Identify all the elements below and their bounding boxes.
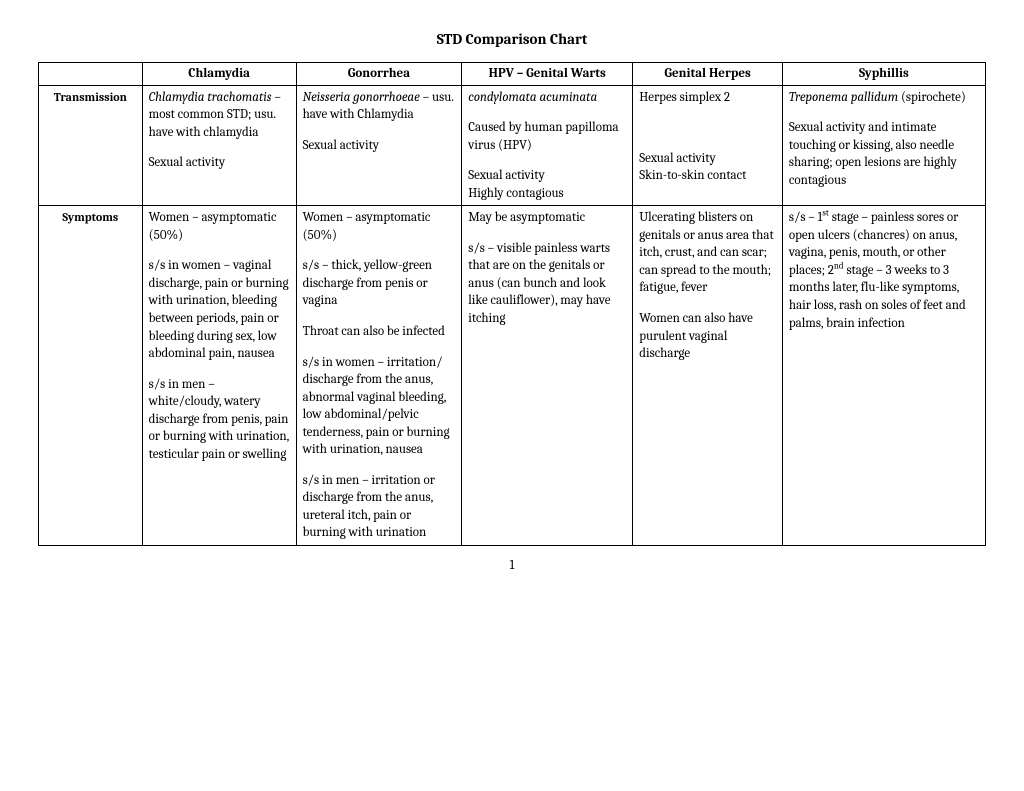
- cell-content: Chlamydia trachomatis – most common STD;…: [149, 89, 290, 172]
- page-number: 1: [38, 558, 986, 573]
- table-row: Transmission Chlamydia trachomatis – mos…: [39, 85, 986, 206]
- col-header: Gonorrhea: [296, 63, 462, 86]
- table-cell: Neisseria gonorrhoeae – usu. have with C…: [296, 85, 462, 206]
- table-cell: Women – asymptomatic (50%)s/s – thick, y…: [296, 206, 462, 546]
- table-cell: Ulcerating blisters on genitals or anus …: [633, 206, 783, 546]
- cell-content: Women – asymptomatic (50%)s/s – thick, y…: [303, 209, 456, 542]
- table-cell: Treponema pallidum (spirochete)Sexual ac…: [782, 85, 985, 206]
- cell-content: Herpes simplex 2 Sexual activitySkin-to-…: [639, 89, 776, 185]
- document-page: STD Comparison Chart Chlamydia Gonorrhea…: [0, 0, 1024, 583]
- table-cell: Women – asymptomatic (50%)s/s in women –…: [142, 206, 296, 546]
- cell-content: condylomata acuminataCaused by human pap…: [468, 89, 626, 203]
- row-label: Transmission: [39, 85, 143, 206]
- cell-content: May be asymptomatics/s – visible painles…: [468, 209, 626, 327]
- row-label: Symptoms: [39, 206, 143, 546]
- table-cell: May be asymptomatics/s – visible painles…: [462, 206, 633, 546]
- table-row: Symptoms Women – asymptomatic (50%)s/s i…: [39, 206, 986, 546]
- col-header: Syphillis: [782, 63, 985, 86]
- table-cell: Herpes simplex 2 Sexual activitySkin-to-…: [633, 85, 783, 206]
- col-header: Genital Herpes: [633, 63, 783, 86]
- header-blank: [39, 63, 143, 86]
- cell-content: Ulcerating blisters on genitals or anus …: [639, 209, 776, 362]
- table-header-row: Chlamydia Gonorrhea HPV – Genital Warts …: [39, 63, 986, 86]
- cell-content: s/s – 1st stage – painless sores or open…: [789, 209, 979, 332]
- col-header: HPV – Genital Warts: [462, 63, 633, 86]
- col-header: Chlamydia: [142, 63, 296, 86]
- cell-content: Treponema pallidum (spirochete)Sexual ac…: [789, 89, 979, 190]
- comparison-table: Chlamydia Gonorrhea HPV – Genital Warts …: [38, 62, 986, 546]
- table-cell: condylomata acuminataCaused by human pap…: [462, 85, 633, 206]
- page-title: STD Comparison Chart: [38, 30, 986, 48]
- cell-content: Neisseria gonorrhoeae – usu. have with C…: [303, 89, 456, 155]
- table-cell: Chlamydia trachomatis – most common STD;…: [142, 85, 296, 206]
- table-cell: s/s – 1st stage – painless sores or open…: [782, 206, 985, 546]
- cell-content: Women – asymptomatic (50%)s/s in women –…: [149, 209, 290, 463]
